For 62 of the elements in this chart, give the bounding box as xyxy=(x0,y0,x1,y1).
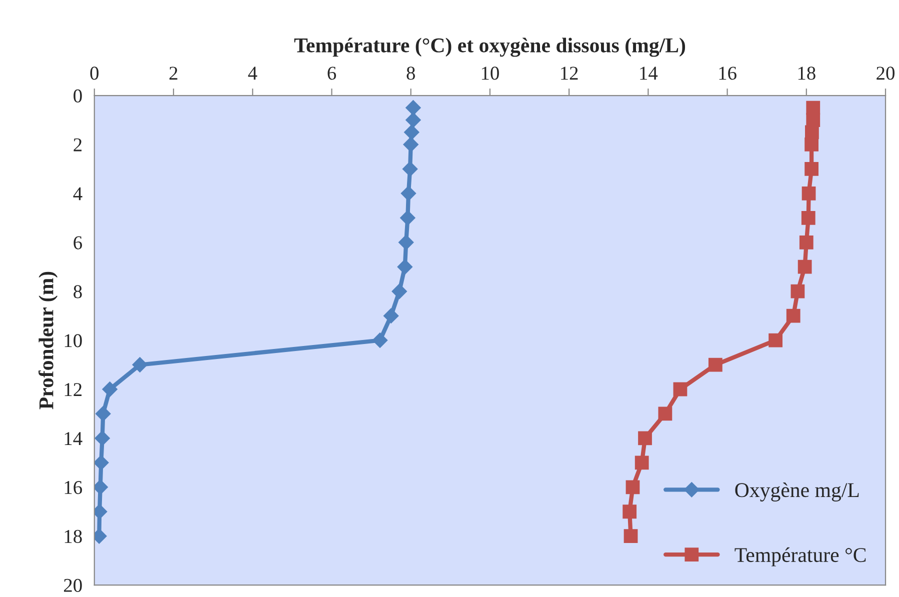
y-tick-label: 10 xyxy=(64,334,82,348)
point xyxy=(96,406,111,422)
point xyxy=(406,112,421,128)
x-tick-label: 4 xyxy=(248,66,258,80)
point xyxy=(658,406,672,421)
y-tick-label: 2 xyxy=(74,138,82,152)
point xyxy=(102,382,118,397)
legend-label: Température °C xyxy=(734,547,866,566)
point xyxy=(634,456,649,470)
point xyxy=(622,504,637,519)
y-tick-label: 12 xyxy=(64,383,82,396)
x-tick-label: 6 xyxy=(328,66,336,80)
y-tick-label: 0 xyxy=(74,89,82,102)
point xyxy=(94,480,108,495)
y-axis-title: Profondeur (m) xyxy=(38,272,58,410)
y-tick-label: 16 xyxy=(64,481,82,494)
point xyxy=(804,162,818,176)
point xyxy=(638,431,652,446)
point xyxy=(802,186,816,200)
y-tick-label: 8 xyxy=(74,285,82,298)
y-tick-label: 18 xyxy=(64,530,82,544)
point xyxy=(132,357,148,372)
point xyxy=(790,284,805,298)
point xyxy=(801,210,816,225)
point xyxy=(403,136,418,152)
y-tick-label: 4 xyxy=(73,187,82,200)
x-tick-label: 2 xyxy=(170,66,178,80)
x-tick-label: 8 xyxy=(406,66,415,80)
point xyxy=(404,124,420,140)
x-axis-title: Température (°C) et oxygène dissous (mg/L) xyxy=(294,38,686,57)
point xyxy=(799,235,814,250)
point xyxy=(392,284,407,299)
point xyxy=(94,455,109,470)
x-tick-label: 16 xyxy=(719,66,736,80)
point xyxy=(798,260,812,274)
y-tick-label: 20 xyxy=(64,578,82,592)
x-tick-label: 12 xyxy=(561,66,578,80)
point xyxy=(383,308,399,324)
point xyxy=(398,234,414,250)
point xyxy=(806,113,820,127)
point xyxy=(397,259,412,274)
point xyxy=(673,382,688,396)
point xyxy=(372,332,388,348)
point xyxy=(624,529,638,544)
point xyxy=(402,161,418,177)
x-tick-label: 20 xyxy=(876,66,894,80)
legend-label: Oxygène mg/L xyxy=(735,482,859,502)
point xyxy=(626,480,640,494)
y-tick-label: 6 xyxy=(74,236,82,250)
point xyxy=(400,210,416,226)
x-tick-label: 14 xyxy=(640,66,658,80)
point xyxy=(768,333,782,348)
y-tick-label: 14 xyxy=(64,432,82,445)
point xyxy=(804,138,818,152)
point xyxy=(406,100,421,116)
x-tick-label: 18 xyxy=(798,66,816,80)
x-tick-label: 0 xyxy=(90,66,99,80)
point xyxy=(708,358,722,372)
point xyxy=(786,308,800,323)
point xyxy=(94,430,110,446)
point xyxy=(400,186,416,201)
x-tick-label: 10 xyxy=(482,66,499,80)
